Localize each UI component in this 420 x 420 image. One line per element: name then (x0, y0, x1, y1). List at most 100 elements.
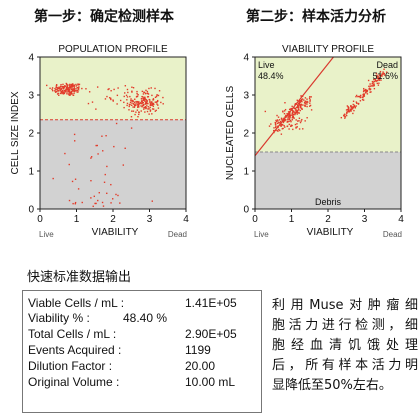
data-point (128, 105, 130, 108)
data-point (131, 90, 133, 92)
data-point (347, 106, 349, 108)
data-point (375, 80, 377, 83)
data-point (64, 152, 66, 155)
data-point (145, 99, 148, 101)
data-point (340, 116, 343, 119)
data-point (70, 91, 73, 93)
data-point (144, 103, 147, 105)
data-point (288, 113, 290, 116)
data-point (291, 117, 293, 119)
result-value: 1.41E+05 (185, 296, 237, 310)
data-point (56, 88, 59, 90)
data-point (304, 103, 307, 105)
data-point (282, 120, 284, 123)
x-tick-label: 2 (325, 214, 331, 225)
data-point (283, 118, 286, 120)
result-row-viable-cells: Viable Cells / mL : 1.41E+05 (28, 296, 255, 310)
data-point (154, 96, 157, 99)
data-point (59, 86, 61, 88)
data-point (104, 98, 107, 100)
data-point (77, 84, 79, 86)
data-point (131, 110, 133, 112)
data-point (288, 118, 291, 120)
data-point (54, 87, 56, 90)
data-point (378, 82, 380, 84)
data-point (346, 111, 348, 114)
data-point (359, 95, 361, 98)
gate-percent-dead: 51.6% (372, 71, 398, 81)
data-point (386, 71, 388, 73)
data-point (300, 95, 302, 97)
step2-title: 第二步：样本活力分析 (246, 9, 386, 25)
data-point (67, 88, 69, 90)
data-point (81, 201, 83, 204)
data-point (76, 91, 78, 93)
y-axis-label: NUCLEATED CELLS (225, 86, 236, 181)
data-point (87, 102, 90, 105)
data-point (291, 113, 293, 115)
data-point (296, 113, 298, 115)
data-point (73, 88, 76, 91)
data-point (277, 120, 279, 122)
data-point (77, 188, 80, 190)
data-point (74, 178, 77, 180)
data-point (142, 101, 144, 104)
data-point (101, 201, 104, 204)
data-point (133, 101, 136, 103)
data-point (136, 95, 138, 98)
y-tick-label: 3 (28, 91, 34, 102)
data-point (110, 183, 112, 186)
data-point (110, 202, 112, 204)
data-point (278, 119, 281, 121)
data-point (67, 84, 69, 86)
data-point (145, 107, 147, 110)
data-point (309, 100, 311, 102)
corner-label-dead: Dead (168, 230, 187, 239)
data-point (282, 118, 285, 120)
data-point (149, 106, 151, 109)
data-point (299, 109, 301, 112)
data-point (309, 102, 311, 104)
data-point (132, 87, 135, 89)
data-point (142, 93, 145, 95)
data-point (78, 83, 80, 86)
data-point (110, 90, 112, 92)
data-point (363, 93, 366, 96)
data-point (374, 79, 377, 82)
note-line: 后，所有样本活力明 (272, 358, 418, 373)
data-point (133, 106, 136, 108)
data-point (287, 117, 289, 119)
data-point (151, 101, 153, 103)
data-point (67, 93, 70, 95)
data-point (289, 113, 291, 116)
result-row-dilution: Dilution Factor : 20.00 (28, 359, 255, 373)
data-point (59, 87, 61, 90)
data-point (373, 78, 375, 81)
data-point (294, 123, 297, 126)
data-point (145, 107, 147, 109)
result-value: 1199 (185, 343, 211, 357)
corner-label-live: Live (39, 230, 54, 239)
data-point (64, 89, 66, 92)
data-point (122, 164, 125, 166)
data-point (116, 103, 118, 105)
data-point (288, 123, 290, 126)
data-point (143, 108, 145, 110)
note-line: 胞经血清饥饿处理 (272, 338, 418, 353)
data-point (274, 126, 277, 129)
data-point (264, 110, 267, 113)
note-paragraph: 利用Muse对肿瘤细 胞活力进行检测，细 胞经血清饥饿处理 后，所有样本活力明 … (272, 296, 418, 396)
data-point (101, 135, 103, 137)
x-tick-label: 3 (147, 214, 153, 225)
data-point (301, 98, 303, 101)
data-point (378, 78, 381, 80)
data-point (357, 102, 360, 105)
data-point (69, 91, 72, 94)
data-point (297, 109, 300, 111)
data-point (143, 91, 145, 93)
data-point (292, 128, 294, 131)
data-point (137, 103, 139, 106)
data-point (297, 105, 299, 108)
data-point (60, 91, 62, 94)
data-point (68, 90, 71, 93)
